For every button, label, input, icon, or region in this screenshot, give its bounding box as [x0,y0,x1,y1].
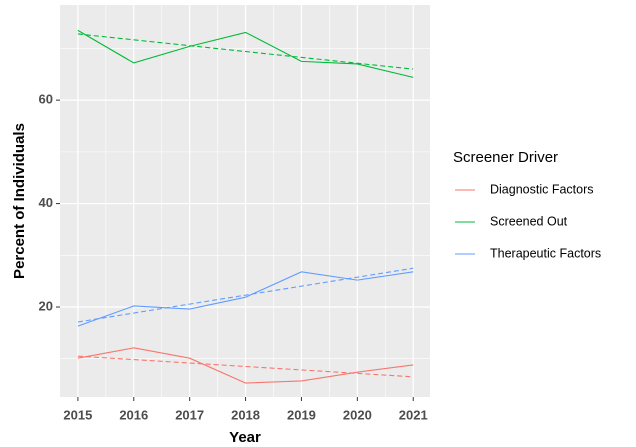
x-tick-label: 2015 [63,407,92,422]
legend-label: Diagnostic Factors [490,182,594,196]
x-tick-label: 2021 [399,407,428,422]
y-tick-label: 20 [39,298,53,313]
y-tick-label: 60 [39,92,53,107]
series-line [77,29,414,78]
trend-line [77,267,414,323]
series-line [77,271,414,327]
trend-line [77,33,414,70]
x-tick-label: 2016 [119,407,148,422]
legend-title: Screener Driver [453,149,558,166]
series-line [77,347,414,384]
x-tick-label: 2020 [343,407,372,422]
x-axis-title: Year [229,429,261,446]
x-tick-label: 2019 [287,407,316,422]
legend-label: Therapeutic Factors [490,246,601,260]
x-tick-label: 2017 [175,407,204,422]
y-axis-title: Percent of Individuals [11,123,28,279]
x-tick-label: 2018 [231,407,260,422]
legend-label: Screened Out [490,214,568,228]
y-tick-label: 40 [39,195,53,210]
